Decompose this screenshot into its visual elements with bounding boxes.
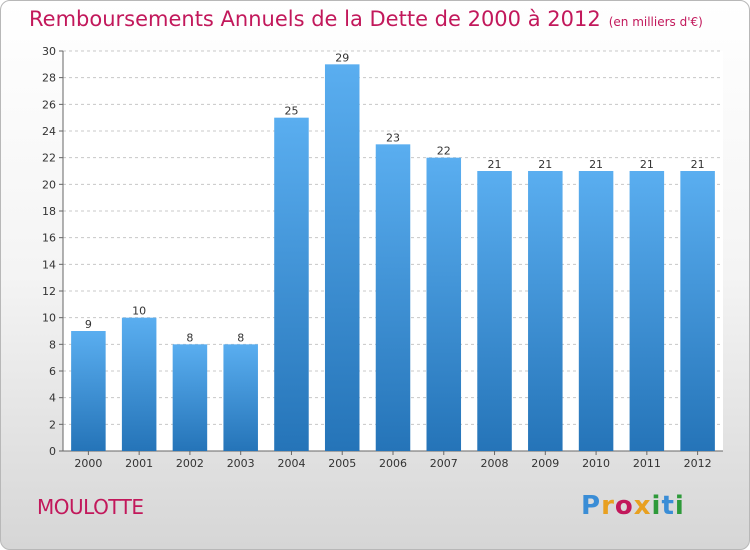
- logo-letter: t: [661, 491, 675, 521]
- data-label: 25: [284, 105, 298, 118]
- bar-2003: [223, 344, 258, 451]
- y-tick-label: 16: [42, 232, 56, 245]
- x-tick-label: 2011: [633, 457, 661, 470]
- bar-2001: [121, 317, 157, 451]
- y-tick-label: 14: [42, 258, 56, 271]
- data-label: 29: [335, 51, 349, 64]
- bar-2000: [71, 331, 106, 451]
- data-label: 21: [640, 158, 654, 171]
- bar-2007: [426, 157, 462, 451]
- data-label: 21: [691, 158, 705, 171]
- x-tick-label: 2005: [328, 457, 356, 470]
- bar-2006: [375, 144, 411, 452]
- data-label: 8: [237, 331, 244, 344]
- data-label: 21: [589, 158, 603, 171]
- x-tick-label: 2010: [582, 457, 610, 470]
- data-label: 23: [386, 131, 400, 144]
- data-label: 21: [538, 158, 552, 171]
- town-label: MOULOTTE: [37, 495, 144, 519]
- y-tick-label: 10: [42, 312, 56, 325]
- y-tick-label: 4: [49, 392, 56, 405]
- x-tick-label: 2006: [379, 457, 407, 470]
- logo-letter: x: [633, 491, 652, 521]
- x-tick-label: 2007: [430, 457, 458, 470]
- logo-letter: i: [674, 491, 685, 521]
- y-tick-label: 24: [42, 125, 56, 138]
- chart-title: Remboursements Annuels de la Dette de 20…: [29, 7, 703, 31]
- proxiti-logo: Proxiti: [581, 491, 685, 521]
- logo-letter: i: [651, 491, 662, 521]
- logo-letter: r: [601, 491, 615, 521]
- y-tick-label: 8: [49, 338, 56, 351]
- bar-2008: [477, 171, 512, 451]
- data-label: 21: [488, 158, 502, 171]
- data-label: 8: [186, 331, 193, 344]
- y-tick-label: 20: [42, 178, 56, 191]
- bar-2010: [578, 171, 614, 451]
- data-label: 22: [437, 145, 451, 158]
- bar-2012: [680, 171, 715, 451]
- bar-2004: [274, 117, 309, 452]
- chart-title-text: Remboursements Annuels de la Dette de 20…: [29, 7, 601, 31]
- logo-letter: o: [614, 491, 634, 521]
- y-tick-label: 26: [42, 98, 56, 111]
- y-tick-label: 2: [49, 418, 56, 431]
- y-tick-label: 28: [42, 72, 56, 85]
- x-tick-label: 2008: [481, 457, 509, 470]
- chart-subtitle: (en milliers d'€): [608, 15, 703, 29]
- data-label: 10: [132, 305, 146, 318]
- data-label: 9: [85, 318, 92, 331]
- x-tick-label: 2003: [227, 457, 255, 470]
- bar-2011: [629, 171, 665, 451]
- x-tick-label: 2012: [684, 457, 712, 470]
- bar-2009: [528, 171, 563, 451]
- logo-letter: P: [581, 491, 602, 521]
- y-tick-label: 6: [49, 365, 56, 378]
- y-tick-label: 22: [42, 152, 56, 165]
- y-tick-label: 0: [49, 445, 56, 458]
- x-tick-label: 2002: [176, 457, 204, 470]
- y-tick-label: 30: [42, 45, 56, 58]
- bar-2002: [172, 344, 208, 451]
- x-tick-label: 2009: [531, 457, 559, 470]
- bar-2005: [324, 64, 360, 452]
- x-tick-label: 2004: [277, 457, 305, 470]
- x-tick-label: 2001: [125, 457, 153, 470]
- y-tick-label: 12: [42, 285, 56, 298]
- x-tick-label: 2000: [74, 457, 102, 470]
- y-tick-label: 18: [42, 205, 56, 218]
